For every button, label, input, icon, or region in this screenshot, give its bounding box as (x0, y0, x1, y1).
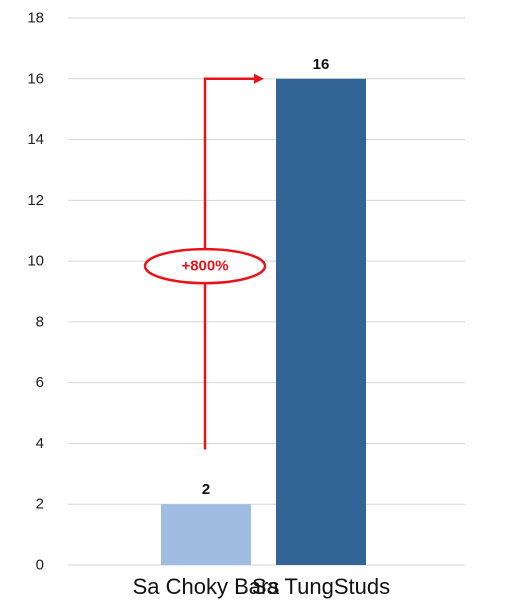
data-label: 16 (313, 56, 330, 73)
data-labels: 2 16 (202, 56, 330, 498)
y-tick-label: 6 (36, 374, 44, 391)
y-tick-label: 0 (36, 557, 44, 574)
y-axis: 0 2 4 6 8 10 12 14 16 18 (27, 10, 44, 574)
y-tick-label: 18 (27, 10, 44, 27)
y-tick-label: 14 (27, 131, 44, 148)
y-tick-label: 8 (36, 313, 44, 330)
y-tick-label: 16 (27, 70, 44, 87)
data-label: 2 (202, 481, 210, 498)
category-label: Sa TungStuds (252, 574, 390, 599)
growth-arrow (203, 73, 264, 450)
y-tick-label: 4 (36, 435, 44, 452)
category-label: Sa Choky Bars (133, 574, 280, 599)
growth-annotation: +800% (143, 73, 267, 450)
gridlines (68, 17, 465, 566)
growth-badge (143, 247, 267, 285)
y-tick-label: 12 (27, 192, 44, 209)
bars (161, 78, 366, 566)
y-tick-label: 10 (27, 253, 44, 270)
y-tick-label: 2 (36, 496, 44, 513)
bar (276, 78, 366, 566)
bar (161, 504, 251, 565)
growth-label: +800% (181, 258, 228, 275)
